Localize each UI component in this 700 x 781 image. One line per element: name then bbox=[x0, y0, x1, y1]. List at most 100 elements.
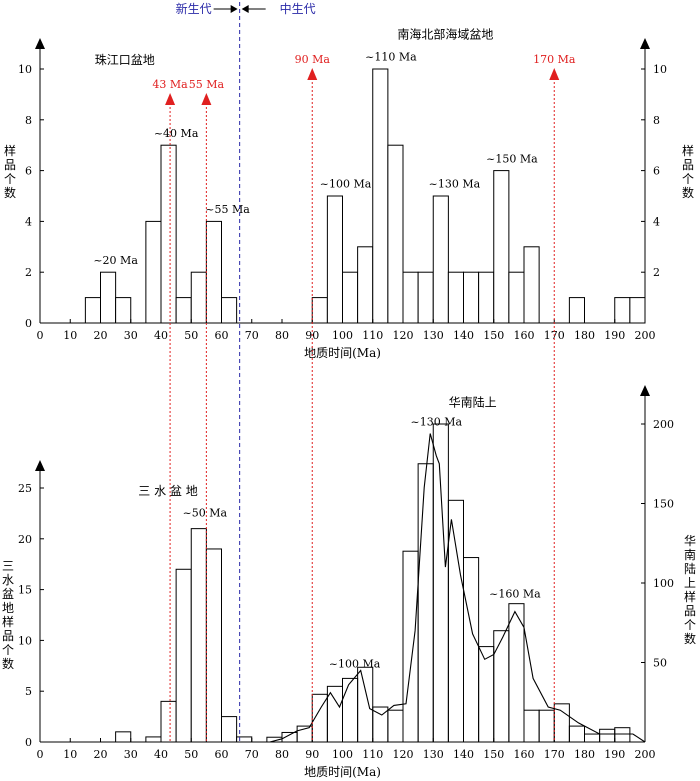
bottom-right-y-axis-label-char: 个 bbox=[684, 618, 696, 632]
top-x-tick-label: 190 bbox=[604, 329, 625, 342]
bottom-right-bar bbox=[478, 646, 495, 743]
top-x-tick-label: 30 bbox=[124, 329, 138, 342]
top-peak-annotation: ~55 Ma bbox=[205, 203, 250, 216]
top-peak-annotation: ~130 Ma bbox=[429, 178, 481, 191]
bottom-x-tick-label: 40 bbox=[154, 748, 168, 761]
bottom-right-y-axis-label-char: 数 bbox=[684, 631, 696, 646]
bottom-right-y-axis-label-char: 样 bbox=[684, 589, 696, 604]
bottom-x-tick-label: 150 bbox=[483, 748, 504, 761]
top-x-tick-label: 10 bbox=[63, 329, 77, 342]
bottom-peak-annotation: ~50 Ma bbox=[183, 506, 228, 519]
bottom-x-tick-label: 80 bbox=[275, 748, 289, 761]
top-x-tick-label: 150 bbox=[483, 329, 504, 342]
top-x-tick-label: 60 bbox=[215, 329, 229, 342]
top-region-label: 南海北部海域盆地 bbox=[397, 27, 493, 42]
top-region-label: 珠江口盆地 bbox=[95, 53, 155, 67]
bottom-left-bar bbox=[160, 700, 177, 743]
bottom-x-tick-label: 120 bbox=[393, 748, 414, 761]
bottom-x-tick-label: 170 bbox=[544, 748, 565, 761]
top-peak-annotation: ~40 Ma bbox=[154, 127, 199, 140]
top-x-tick-label: 80 bbox=[275, 329, 289, 342]
top-left-y-axis-label-char: 样 bbox=[4, 143, 16, 158]
bottom-left-y-tick-label: 25 bbox=[18, 482, 32, 495]
top-bar bbox=[205, 220, 222, 324]
bottom-left-y-axis-label-char: 盆 bbox=[2, 587, 14, 601]
top-x-axis-label: 地质时间(Ma) bbox=[304, 346, 381, 360]
bottom-x-tick-label: 160 bbox=[514, 748, 535, 761]
bottom-right-y-tick-label: 200 bbox=[653, 418, 674, 431]
age-marker-arrow-icon bbox=[549, 68, 560, 80]
bottom-left-y-axis-label-char: 数 bbox=[2, 656, 14, 671]
top-x-tick-label: 160 bbox=[514, 329, 535, 342]
bottom-left-y-tick-label: 10 bbox=[18, 634, 32, 647]
bottom-right-bar bbox=[463, 557, 480, 743]
top-peak-annotation: ~110 Ma bbox=[365, 51, 417, 64]
era-label-mesozoic: 中生代 bbox=[280, 1, 316, 16]
top-bar bbox=[493, 170, 510, 324]
bottom-left-bar bbox=[145, 736, 162, 743]
bottom-x-tick-label: 100 bbox=[332, 748, 353, 761]
top-bar bbox=[432, 195, 449, 324]
bottom-right-bar bbox=[342, 677, 359, 743]
bottom-left-y-tick-label: 0 bbox=[25, 736, 32, 749]
bottom-left-y-axis-label-char: 品 bbox=[2, 629, 14, 643]
bottom-region-label: 华南陆上 bbox=[449, 395, 497, 410]
age-marker-label: 55 Ma bbox=[189, 78, 225, 91]
bottom-right-bar bbox=[432, 423, 449, 743]
top-peak-annotation: ~150 Ma bbox=[486, 152, 538, 165]
bottom-right-y-axis-label-char: 品 bbox=[684, 604, 696, 618]
top-x-tick-label: 140 bbox=[453, 329, 474, 342]
top-left-y-tick-label: 8 bbox=[25, 114, 32, 127]
bottom-right-y-tick-label: 50 bbox=[653, 657, 667, 670]
age-marker-arrow-icon bbox=[307, 68, 318, 80]
top-right-y-axis-label-char: 数 bbox=[682, 185, 694, 200]
top-x-tick-label: 200 bbox=[635, 329, 656, 342]
bottom-x-tick-label: 60 bbox=[215, 748, 229, 761]
top-left-y-tick-label: 10 bbox=[18, 63, 32, 76]
top-bar bbox=[190, 271, 207, 324]
top-bar bbox=[629, 297, 646, 324]
bottom-left-y-tick-label: 5 bbox=[25, 685, 32, 698]
bottom-left-y-axis-label-char: 地 bbox=[2, 601, 14, 615]
top-peak-annotation: ~20 Ma bbox=[93, 254, 138, 267]
bottom-left-series-label: 三 水 盆 地 bbox=[138, 484, 197, 498]
top-right-y-tick-label: 2 bbox=[653, 266, 660, 279]
bottom-right-bar bbox=[614, 727, 631, 743]
bottom-x-axis-label: 地质时间(Ma) bbox=[304, 765, 381, 779]
top-x-tick-label: 100 bbox=[332, 329, 353, 342]
top-right-y-axis-label-char: 品 bbox=[682, 158, 694, 172]
bottom-right-bar bbox=[387, 709, 404, 743]
bottom-right-bar bbox=[584, 733, 601, 743]
top-right-y-tick-label: 4 bbox=[653, 215, 660, 228]
top-bar bbox=[84, 297, 101, 324]
top-left-y-axis-label-char: 个 bbox=[4, 172, 16, 186]
top-x-tick-label: 20 bbox=[94, 329, 108, 342]
top-right-y-tick-label: 10 bbox=[653, 63, 667, 76]
top-x-tick-label: 70 bbox=[245, 329, 259, 342]
top-left-y-axis-label-char: 品 bbox=[4, 158, 16, 172]
bottom-density-curve bbox=[269, 433, 646, 743]
top-left-y-axis-label-char: 数 bbox=[4, 185, 16, 200]
bottom-left-y-axis-label-char: 三 bbox=[2, 559, 14, 573]
top-bar bbox=[100, 271, 117, 324]
bottom-left-bar bbox=[236, 736, 253, 743]
top-bar bbox=[387, 144, 404, 324]
top-right-y-axis-label-char: 样 bbox=[682, 143, 694, 158]
bottom-right-bar bbox=[447, 499, 464, 743]
age-marker-label: 170 Ma bbox=[533, 53, 576, 66]
top-bar bbox=[326, 195, 343, 324]
bottom-right-bar bbox=[568, 725, 585, 743]
top-x-tick-label: 0 bbox=[37, 329, 44, 342]
top-bar bbox=[478, 271, 495, 324]
top-bar bbox=[523, 246, 540, 324]
top-bar bbox=[417, 271, 434, 324]
bottom-right-bar bbox=[357, 666, 374, 743]
bottom-left-arrow-icon bbox=[35, 460, 45, 471]
top-x-tick-label: 40 bbox=[154, 329, 168, 342]
top-right-y-axis-label-char: 个 bbox=[682, 172, 694, 186]
era-label-cenozoic: 新生代 bbox=[176, 1, 212, 16]
bottom-left-bar bbox=[221, 716, 238, 743]
bottom-left-y-tick-label: 20 bbox=[18, 533, 32, 546]
